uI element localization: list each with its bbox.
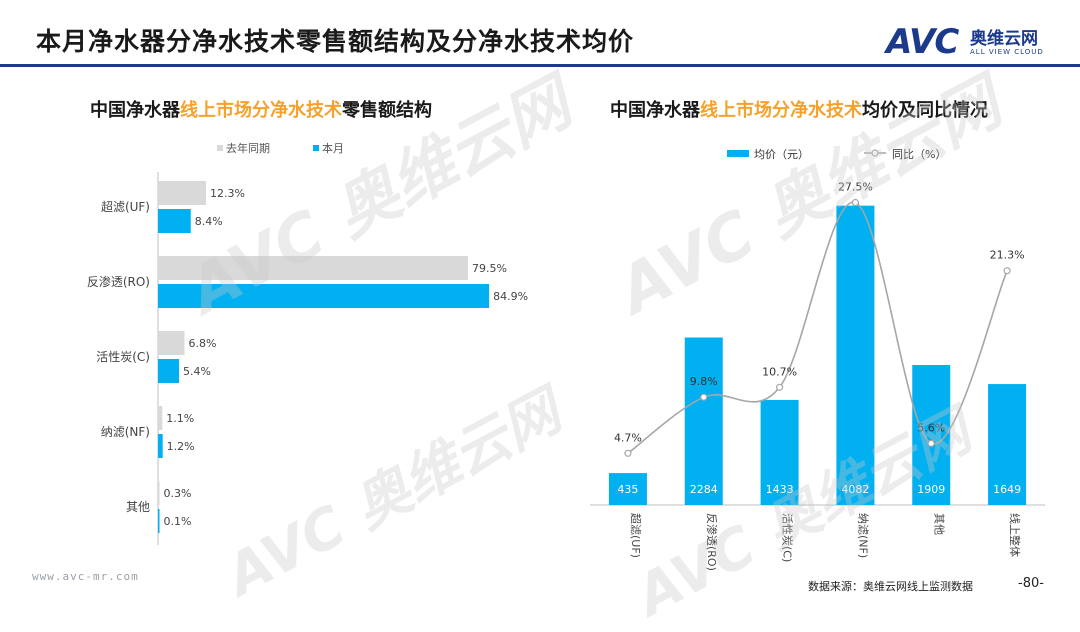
category-label: 反渗透(RO) — [87, 274, 150, 289]
right-bar-line-chart: 均价（元） 同比（%） 435 超滤(UF) 2284 反渗透(RO) 1433 活性炭(C)… — [590, 148, 1045, 571]
yoy-label-5: 21.3% — [990, 249, 1025, 262]
legend-label-1: 本月 — [322, 141, 344, 155]
bar-5 — [988, 384, 1027, 505]
right-chart-title: 中国净水器线上市场分净水技术均价及同比情况 — [610, 96, 988, 122]
bar-value-label-4: 1909 — [917, 483, 945, 496]
bar-value-label-2: 1433 — [766, 483, 794, 496]
category-label-4: 其他 — [932, 513, 945, 535]
data-label-1-0: 8.4% — [195, 215, 223, 228]
category-label: 超滤(UF) — [101, 199, 150, 214]
logo-chinese-name: 奥维云网 — [970, 29, 1038, 49]
yoy-point-1 — [700, 393, 708, 401]
category-label-2: 活性炭(C) — [781, 513, 795, 562]
bar-0-1 — [158, 256, 469, 280]
left-bar-chart: 去年同期 本月 12.3% 8.4% 超滤(UF) 79.5% 84.9% 反渗透(RO) 6.… — [87, 141, 528, 545]
category-label: 其他 — [126, 500, 150, 514]
data-label-0-4: 0.3% — [164, 487, 192, 500]
bar-value-label-5: 1649 — [993, 483, 1021, 496]
legend-bar-label: 均价（元） — [754, 148, 809, 161]
page-title: 本月净水器分净水技术零售额结构及分净水技术均价 — [36, 27, 635, 56]
category-label-5: 线上整体 — [1008, 513, 1022, 557]
left-chart-title-part-3: 零售额结构 — [342, 100, 432, 121]
bar-1-4 — [158, 509, 160, 533]
avc-logo: AVC 奥维云网 ALL VIEW CLOUD — [886, 22, 1056, 62]
yoy-label-2: 10.7% — [762, 365, 797, 378]
title-rule — [0, 64, 1080, 67]
yoy-point-0 — [624, 449, 632, 457]
bar-0-2 — [158, 331, 185, 355]
yoy-label-3: 27.5% — [838, 181, 873, 194]
bar-value-label-3: 4082 — [841, 483, 869, 496]
data-label-1-3: 1.2% — [167, 440, 195, 453]
data-label-1-2: 5.4% — [183, 365, 211, 378]
bar-0-4 — [158, 481, 160, 505]
left-chart-title-highlight: 线上市场分净水技术 — [180, 100, 342, 121]
bar-3 — [836, 205, 875, 506]
category-label-0: 超滤(UF) — [629, 513, 643, 558]
right-chart-title-highlight: 线上市场分净水技术 — [700, 100, 862, 121]
data-label-0-1: 79.5% — [472, 262, 507, 275]
data-label-0-2: 6.8% — [189, 337, 217, 350]
bar-value-label-1: 2284 — [690, 483, 718, 496]
page-number: -80- — [1018, 576, 1044, 591]
right-chart-title-part-3: 均价及同比情况 — [862, 100, 988, 121]
yoy-point-4 — [927, 439, 935, 447]
bar-2 — [760, 399, 799, 505]
bar-1-2 — [158, 359, 180, 383]
footer-url: www.avc-mr.com — [32, 570, 139, 583]
bar-0-3 — [158, 406, 163, 430]
yoy-label-4: 5.6% — [917, 421, 945, 434]
left-chart-title: 中国净水器线上市场分净水技术零售额结构 — [90, 96, 432, 122]
yoy-label-1: 9.8% — [690, 375, 718, 388]
category-label: 活性炭(C) — [96, 350, 150, 364]
data-label-0-3: 1.1% — [166, 412, 194, 425]
left-chart-title-part-1: 中国净水器 — [90, 100, 180, 121]
legend-label-0: 去年同期 — [226, 141, 270, 155]
legend-bar-swatch — [727, 150, 749, 157]
yoy-point-2 — [775, 383, 784, 391]
category-label-1: 反渗透(RO) — [705, 513, 719, 571]
yoy-point-3 — [851, 198, 860, 207]
legend-line-marker — [871, 149, 879, 157]
bar-0 — [608, 473, 647, 505]
data-label-1-4: 0.1% — [164, 515, 192, 528]
bar-1-1 — [158, 284, 490, 308]
data-label-0-0: 12.3% — [210, 187, 245, 200]
logo-english-name: ALL VIEW CLOUD — [970, 48, 1044, 56]
yoy-label-0: 4.7% — [614, 431, 642, 444]
bar-1-3 — [158, 434, 163, 458]
bar-4 — [912, 365, 951, 505]
bar-value-label-0: 435 — [617, 483, 638, 496]
category-label-3: 纳滤(NF) — [856, 513, 869, 558]
legend-swatch-1 — [313, 145, 319, 151]
data-label-1-1: 84.9% — [493, 290, 528, 303]
logo-mark: AVC — [886, 22, 959, 62]
yoy-point-5 — [1003, 267, 1011, 275]
right-chart-title-part-1: 中国净水器 — [610, 100, 700, 121]
legend-swatch-0 — [217, 145, 223, 151]
bar-1-0 — [158, 209, 191, 233]
category-label: 纳滤(NF) — [101, 425, 150, 439]
bar-0-0 — [158, 181, 206, 205]
footer-source: 数据来源：奥维云网线上监测数据 — [808, 580, 973, 593]
bar-1 — [684, 337, 723, 505]
legend-line-label: 同比（%） — [892, 148, 946, 161]
